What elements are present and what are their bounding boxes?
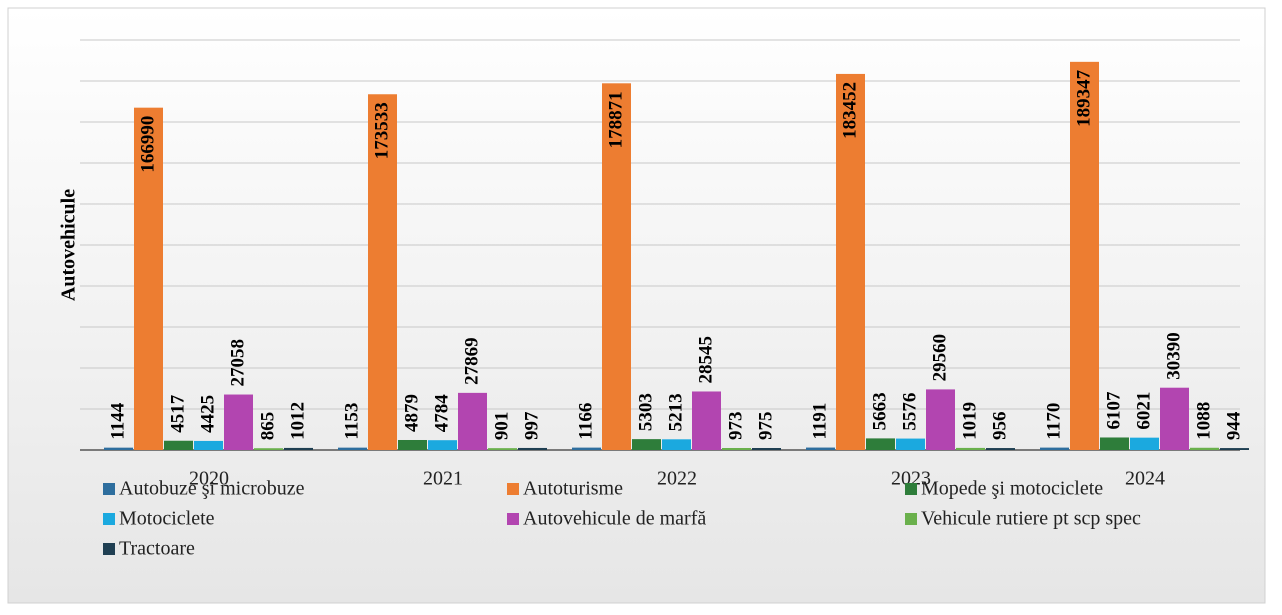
data-label: 29560	[929, 334, 950, 382]
legend-label: Vehicule rutiere pt scp spec	[921, 508, 1141, 530]
data-label: 6107	[1103, 391, 1124, 430]
legend-label: Autobuze şi microbuze	[119, 478, 305, 500]
data-label: 973	[725, 412, 746, 441]
bar	[662, 439, 691, 450]
bar	[1160, 387, 1189, 450]
data-label: 4879	[401, 394, 422, 432]
data-label: 1191	[809, 403, 830, 440]
x-tick-label: 2021	[423, 468, 463, 490]
data-label: 1012	[287, 402, 308, 440]
legend-swatch	[103, 483, 115, 495]
data-label: 901	[491, 412, 512, 441]
bar	[284, 447, 313, 450]
data-label: 178871	[605, 91, 626, 148]
bar	[722, 448, 751, 450]
legend-swatch	[905, 513, 917, 525]
legend-label: Motociclete	[119, 508, 215, 530]
bar	[104, 447, 133, 450]
bar	[1100, 437, 1129, 450]
bar	[164, 440, 193, 450]
data-label: 1153	[341, 403, 362, 440]
data-label: 975	[755, 412, 776, 441]
data-label: 865	[257, 412, 278, 441]
bar	[926, 389, 955, 450]
bar	[488, 448, 517, 450]
bar	[866, 438, 895, 450]
data-label: 166990	[137, 116, 158, 173]
x-tick-label: 2024	[1125, 468, 1165, 490]
bar	[956, 447, 985, 450]
data-label: 5576	[899, 393, 920, 431]
data-label: 1170	[1043, 403, 1064, 440]
legend-label: Mopede şi motociclete	[921, 478, 1103, 500]
x-tick-label: 2023	[891, 468, 931, 490]
data-label: 183452	[839, 82, 860, 139]
legend-swatch	[103, 543, 115, 555]
x-tick-label: 2022	[657, 468, 697, 490]
data-label: 956	[989, 412, 1010, 441]
chart-background	[7, 7, 1266, 604]
data-label: 1019	[959, 402, 980, 440]
data-label: 30390	[1163, 332, 1184, 380]
bar	[1130, 437, 1159, 450]
bar	[836, 73, 865, 450]
data-label: 4784	[431, 394, 452, 433]
y-axis-label: Autovehicule	[58, 189, 80, 301]
legend-swatch	[507, 513, 519, 525]
legend-swatch	[905, 483, 917, 495]
data-label: 944	[1223, 411, 1244, 440]
data-label: 5663	[869, 392, 890, 430]
data-label: 28545	[695, 336, 716, 384]
bar	[1070, 61, 1099, 450]
data-label: 27058	[227, 339, 248, 387]
data-label: 27869	[461, 337, 482, 385]
bar	[986, 448, 1015, 450]
bar	[1190, 447, 1219, 450]
bar	[632, 439, 661, 450]
data-label: 5213	[665, 393, 686, 431]
data-label: 4425	[197, 395, 218, 433]
bar	[896, 438, 925, 450]
bar	[692, 391, 721, 450]
bar	[602, 83, 631, 450]
bar	[254, 448, 283, 450]
legend-label: Autovehicule de marfă	[523, 508, 706, 530]
legend-swatch	[507, 483, 519, 495]
data-label: 6021	[1133, 392, 1154, 430]
bar	[134, 107, 163, 450]
data-label: 997	[521, 411, 542, 440]
data-label: 1166	[575, 403, 596, 440]
data-label: 4517	[167, 394, 188, 433]
bar	[194, 440, 223, 450]
bar	[224, 394, 253, 450]
bar	[752, 448, 781, 450]
bar	[398, 439, 427, 450]
data-label: 1144	[107, 402, 128, 439]
bar	[338, 447, 367, 450]
bar	[572, 447, 601, 450]
x-tick-label: 2020	[189, 468, 229, 490]
bar	[458, 392, 487, 450]
bar	[806, 447, 835, 450]
data-label: 173533	[371, 102, 392, 159]
legend-label: Autoturisme	[523, 478, 623, 500]
bar	[518, 447, 547, 450]
data-label: 5303	[635, 393, 656, 431]
bar	[1220, 448, 1249, 450]
data-label: 1088	[1193, 402, 1214, 440]
legend-swatch	[103, 513, 115, 525]
data-label: 189347	[1073, 69, 1094, 127]
bar	[428, 440, 457, 450]
bar	[368, 94, 397, 450]
bar	[1040, 447, 1069, 450]
legend-label: Tractoare	[119, 538, 195, 560]
